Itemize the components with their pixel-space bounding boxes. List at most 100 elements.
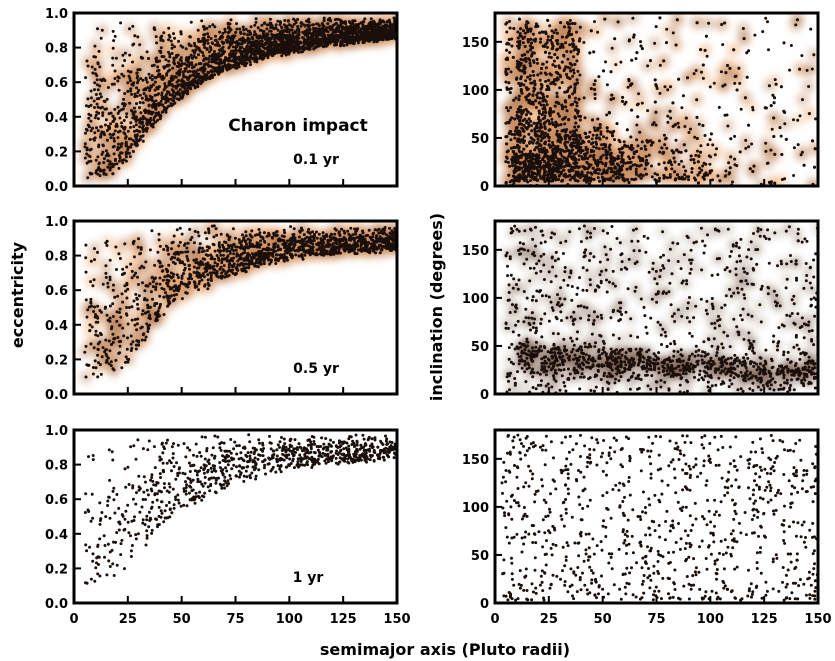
scatter-point [216, 57, 220, 61]
scatter-point [284, 50, 288, 54]
scatter-point [96, 27, 99, 31]
scatter-point [186, 78, 190, 82]
scatter-point [270, 53, 274, 56]
scatter-point [217, 52, 221, 56]
scatter-point [84, 76, 88, 80]
scatter-point [85, 128, 89, 132]
scatter-point [225, 40, 229, 44]
scatter-point [89, 119, 93, 123]
scatter-point [122, 119, 126, 122]
scatter-point [117, 109, 121, 113]
scatter-point [145, 118, 149, 122]
scatter-point [141, 139, 145, 143]
scatter-point [253, 42, 257, 46]
scatter-point [130, 92, 134, 96]
scatter-point [203, 46, 207, 49]
scatter-point [194, 48, 198, 52]
scatter-point [100, 79, 104, 83]
scatter-point [129, 70, 133, 74]
scatter-point [245, 44, 249, 48]
scatter-point [229, 36, 233, 40]
scatter-point [256, 26, 260, 30]
scatter-point [106, 159, 110, 163]
scatter-point [264, 36, 268, 40]
scatter-point [287, 52, 291, 56]
scatter-point [112, 82, 116, 86]
scatter-point [170, 51, 174, 55]
scatter-point [168, 55, 172, 59]
scatter-point [95, 110, 99, 114]
scatter-point [132, 125, 136, 129]
scatter-point [189, 86, 192, 90]
scatter-point [238, 27, 242, 31]
y-tick-label: 0.0 [45, 180, 68, 195]
scatter-point [326, 40, 330, 43]
scatter-point [291, 34, 295, 38]
scatter-point [182, 70, 185, 74]
scatter-point [303, 23, 307, 27]
scatter-point [323, 44, 327, 48]
scatter-point [157, 111, 161, 115]
scatter-point [253, 59, 257, 63]
scatter-point [235, 61, 239, 65]
scatter-point [181, 83, 184, 86]
scatter-point [280, 41, 284, 45]
scatter-point [111, 29, 115, 33]
scatter-point [134, 119, 138, 123]
scatter-point [345, 43, 349, 47]
scatter-point [157, 101, 161, 105]
scatter-point [85, 152, 89, 156]
scatter-point [348, 36, 352, 40]
scatter-point [129, 125, 132, 129]
scatter-point [194, 56, 198, 60]
scatter-point [361, 24, 365, 28]
scatter-point [253, 30, 257, 34]
scatter-point [87, 154, 91, 158]
scatter-point [307, 40, 311, 44]
scatter-point [83, 142, 87, 146]
scatter-point [167, 90, 171, 94]
scatter-point [185, 92, 189, 96]
scatter-point [314, 31, 318, 35]
scatter-point [203, 75, 206, 79]
scatter-point [167, 38, 171, 42]
scatter-point [356, 41, 360, 45]
scatter-point [108, 132, 112, 136]
scatter-point [154, 58, 158, 62]
scatter-point [162, 31, 166, 35]
scatter-point [117, 88, 121, 92]
scatter-point [173, 75, 177, 79]
scatter-point [132, 114, 136, 118]
scatter-point [316, 34, 320, 38]
scatter-point [97, 143, 101, 147]
scatter-point [113, 77, 117, 80]
scatter-point [103, 123, 107, 127]
scatter-point [196, 37, 200, 41]
scatter-point [170, 43, 174, 47]
scatter-point [102, 171, 106, 175]
scatter-point [128, 101, 132, 105]
scatter-point [208, 25, 212, 28]
scatter-point [221, 51, 225, 55]
scatter-point [104, 173, 108, 176]
scatter-point [297, 41, 301, 45]
scatter-point [135, 129, 139, 133]
scatter-point [177, 78, 180, 82]
scatter-point [280, 26, 284, 30]
scatter-point [240, 62, 244, 66]
scatter-point [209, 74, 213, 78]
scatter-point [200, 19, 204, 23]
scatter-point [378, 27, 382, 31]
scatter-point [159, 114, 163, 118]
scatter-point [365, 33, 369, 37]
scatter-point [144, 127, 148, 131]
scatter-point [124, 159, 128, 163]
scatter-point [95, 97, 99, 101]
scatter-point [219, 36, 222, 39]
scatter-point [232, 34, 235, 38]
scatter-point [376, 31, 380, 35]
scatter-point [205, 26, 209, 30]
scatter-point [274, 23, 278, 27]
scatter-point [91, 126, 94, 130]
